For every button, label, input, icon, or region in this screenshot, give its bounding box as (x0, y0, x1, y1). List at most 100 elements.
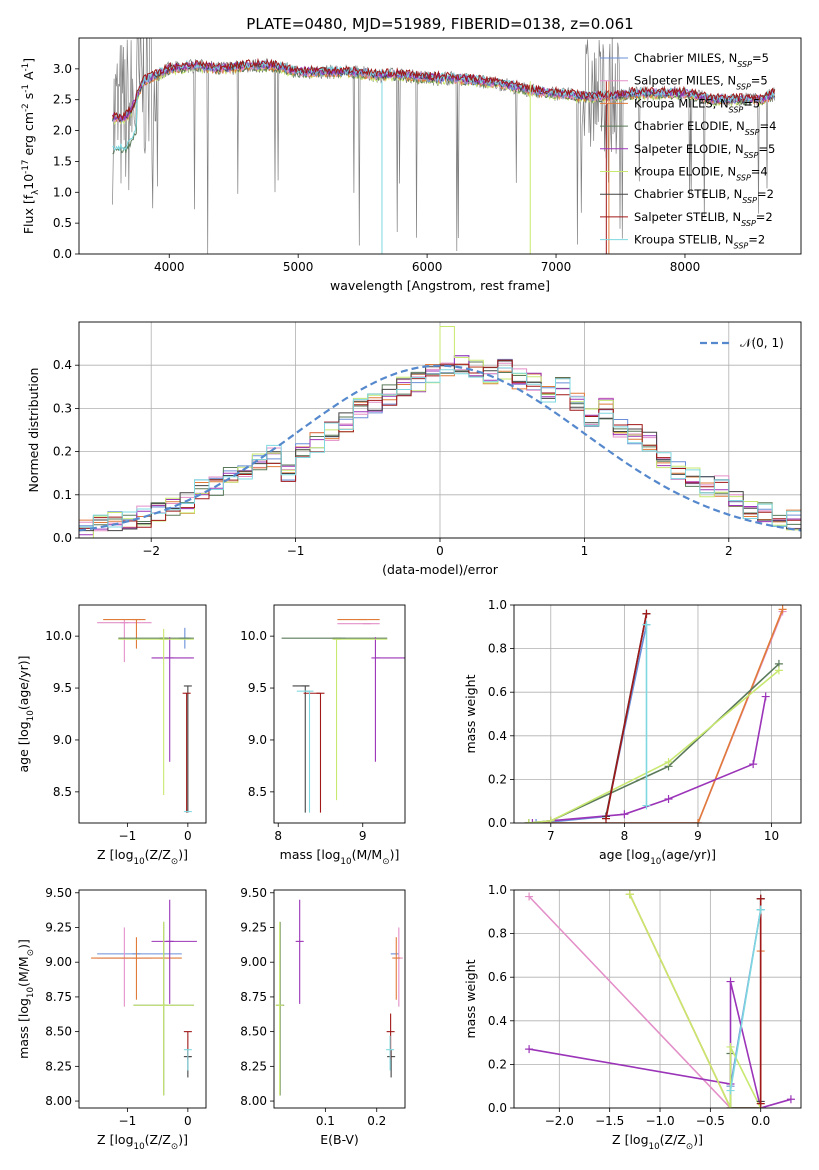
y-tick-label: 9.0 (248, 733, 267, 747)
series-kroupa_miles (629, 894, 762, 1108)
y-axis-label: mass weight (463, 674, 478, 753)
x-tick-label: 8 (621, 829, 629, 843)
y-tick-label: 9.50 (240, 886, 267, 900)
y-axis-label: mass [log10(M/M⊙)] (16, 939, 36, 1059)
y-tick-label: 9.00 (240, 955, 267, 969)
y-tick-label: 9.25 (45, 920, 72, 934)
x-tick-label: 0.1 (316, 1114, 335, 1128)
y-axis-label: mass weight (463, 959, 478, 1038)
y-tick-label: 0.3 (53, 401, 72, 415)
y-tick-label: 8.75 (240, 990, 267, 1004)
marker-kroupa_elodie (664, 757, 673, 766)
x-tick-label: −1.5 (595, 1114, 624, 1128)
y-tick-label: 1.5 (53, 154, 72, 168)
marker-salpeter_elodie (528, 819, 537, 823)
series-kroupa_stelib (729, 909, 762, 1091)
y-tick-label: 8.5 (53, 785, 72, 799)
residual-plot: −2 −1 0 1 2 0.0 0.1 0.2 0.3 0.4 (data-model)/error… (26, 321, 802, 577)
x-tick-label: 5000 (283, 260, 314, 274)
marker-salpeter_elodie (664, 795, 673, 804)
y-tick-label: 10.0 (240, 629, 267, 643)
x-tick-label: 7 (547, 829, 555, 843)
axes-frame (78, 37, 802, 255)
marker-salpeter_stelib (642, 609, 651, 618)
age_vs_mass-plot-marks (281, 618, 405, 813)
y-tick-label: 0.4 (488, 729, 507, 743)
marker-salpeter_stelib (756, 894, 765, 903)
y-tick-label: 0.8 (488, 927, 507, 941)
marker-salpeter_elodie (620, 810, 629, 819)
x-axis-label: Z [log10(Z/Z⊙)] (612, 1132, 703, 1152)
mass_vs_ebv-plot-marks (275, 899, 403, 1096)
marker-salpeter_elodie (761, 692, 770, 701)
mass_vs_z-plot-marks (91, 899, 197, 1096)
y-tick-label: 1.0 (488, 598, 507, 612)
y-tick-label: 10.0 (45, 629, 72, 643)
y-tick-label: 9.50 (45, 886, 72, 900)
marker-salpeter_stelib (756, 1099, 765, 1108)
legend-entry: Chabrier ELODIE, NSSP=4 (634, 119, 776, 137)
axes-frame (78, 604, 207, 824)
legend-entry: Kroupa STELIB, NSSP=2 (634, 233, 765, 251)
x-tick-label: 8000 (670, 260, 701, 274)
y-axis-label: Normed distribution (26, 368, 41, 493)
cum_mass_z-plot: −2.0 −1.5 −1.0 −0.5 0.0 0.0 0.2 0.4 0.6 0.8 1.0 Z [… (463, 883, 802, 1152)
model-spectrum-kroupa_stelib (112, 59, 776, 152)
marker-kroupa_stelib (642, 620, 651, 629)
y-tick-label: 0.0 (488, 816, 507, 830)
y-tick-label: 0.2 (488, 772, 507, 786)
y-tick-label: 0.1 (53, 488, 72, 502)
y-tick-label: 0.0 (53, 247, 72, 261)
spectrum-legend: Chabrier MILES, NSSP=5 Salpeter MILES, NS… (600, 51, 776, 250)
marker-kroupa_elodie (625, 890, 634, 899)
y-tick-label: 8.50 (240, 1025, 267, 1039)
y-tick-label: 2.5 (53, 93, 72, 107)
histogram-kroupa_stelib (79, 367, 801, 528)
y-tick-label: 8.50 (45, 1025, 72, 1039)
y-tick-label: 0.0 (53, 531, 72, 545)
x-tick-label: −2.0 (545, 1114, 574, 1128)
y-tick-label: 0.6 (488, 970, 507, 984)
series-kroupa_elodie (629, 894, 762, 1108)
y-tick-label: 9.0 (53, 733, 72, 747)
x-tick-label: 9 (694, 829, 702, 843)
y-tick-label: 3.0 (53, 62, 72, 76)
x-axis-label: E(B-V) (320, 1132, 359, 1147)
marker-salpeter_elodie (786, 1095, 795, 1104)
y-tick-label: 0.0 (488, 1101, 507, 1115)
y-tick-label: 8.00 (45, 1094, 72, 1108)
x-tick-label: 9 (359, 829, 367, 843)
x-tick-label: 6000 (412, 260, 443, 274)
y-tick-label: 0.4 (488, 1014, 507, 1028)
axes-frame (513, 604, 802, 824)
series-chabrier_miles (528, 624, 648, 823)
x-tick-label: 8 (274, 829, 282, 843)
y-tick-label: 9.25 (240, 920, 267, 934)
series-salpeter_elodie (532, 696, 767, 823)
series-chabrier_elodie (528, 663, 780, 823)
x-tick-label: 0 (184, 1114, 192, 1128)
x-tick-label: 4000 (154, 260, 185, 274)
axes-frame (78, 321, 802, 539)
series-kroupa_miles (528, 609, 784, 823)
marker-salpeter_stelib (601, 814, 610, 823)
x-tick-label: −2 (142, 544, 160, 558)
x-axis-label: Z [log10(Z/Z⊙)] (97, 1132, 188, 1152)
x-tick-label: 1 (581, 544, 589, 558)
figure-title: PLATE=0480, MJD=51989, FIBERID=0138, z=0… (246, 15, 633, 33)
x-tick-label: −1 (119, 1114, 137, 1128)
legend-entry: Salpeter ELODIE, NSSP=5 (634, 142, 775, 160)
y-tick-label: 1.0 (488, 883, 507, 897)
x-tick-label: 0 (184, 829, 192, 843)
x-axis-label: wavelength [Angstrom, rest frame] (330, 278, 550, 293)
x-tick-label: 2 (725, 544, 733, 558)
marker-salpeter_elodie (726, 977, 735, 986)
y-tick-label: 8.75 (45, 990, 72, 1004)
marker-kroupa_stelib (756, 905, 765, 914)
age_vs_mass-plot: 8 9 8.5 9.0 9.5 10.0 mass [log10(M/M⊙)] (240, 604, 406, 867)
marker-kroupa_elodie (774, 666, 783, 675)
marker-kroupa_stelib (726, 1086, 735, 1095)
x-tick-label: −1 (119, 829, 137, 843)
x-tick-label: 0 (436, 544, 444, 558)
